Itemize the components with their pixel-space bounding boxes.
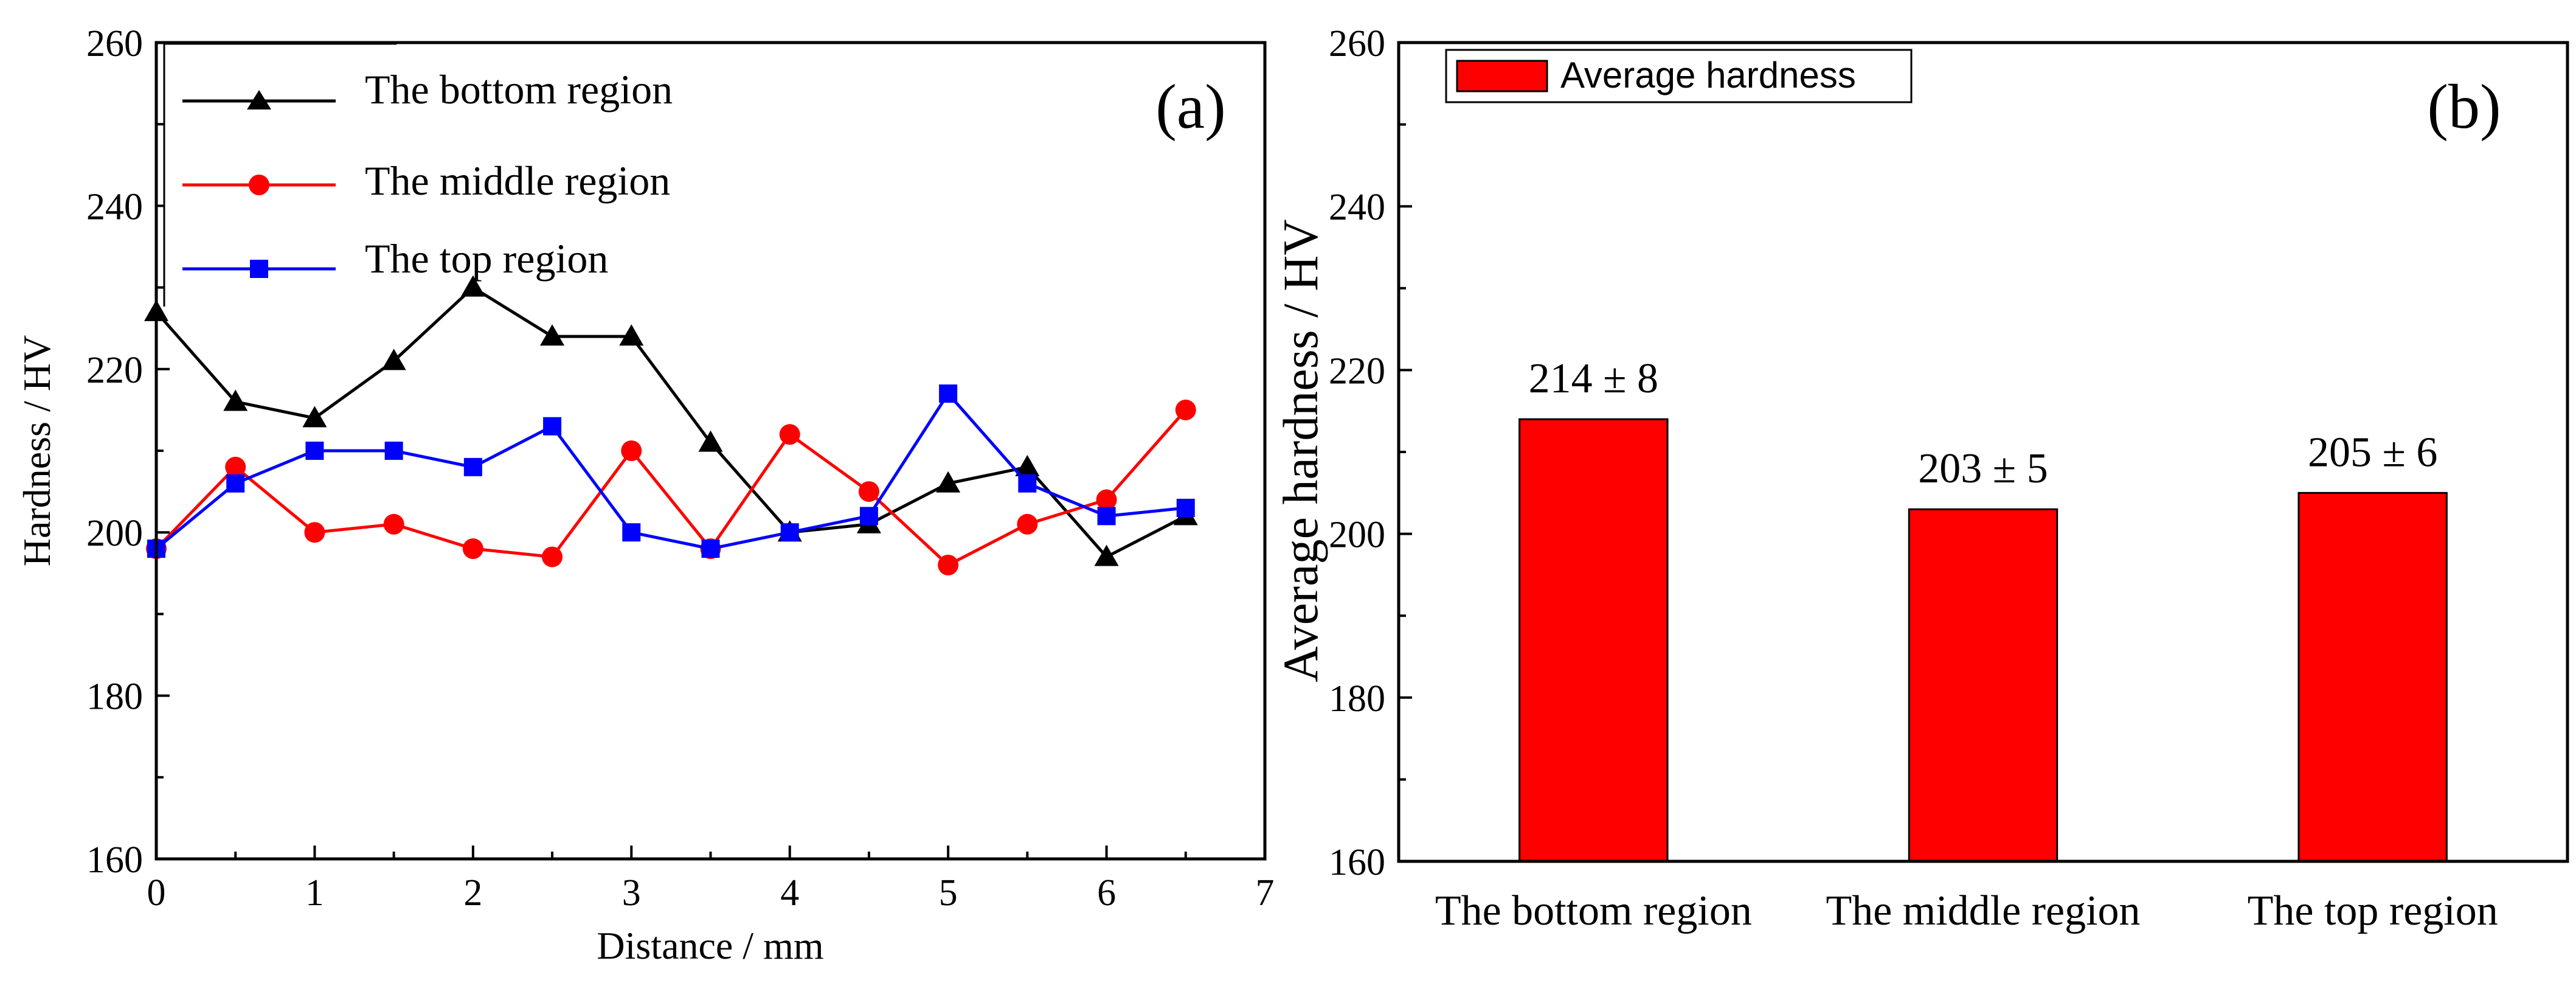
line-chart-y-tick-label: 200 — [86, 513, 143, 554]
bar-data-label-bottom-region: 214 ± 8 — [1529, 355, 1658, 402]
legend-middle-region-swatch-marker — [249, 175, 269, 195]
bar-category-label-bottom-region: The bottom region — [1435, 887, 1752, 934]
line-chart-x-tick-label: 0 — [147, 872, 166, 914]
data-point-middle-region — [225, 456, 246, 478]
line-chart-x-tick-label: 5 — [939, 872, 958, 914]
line-chart-ticks: 0 1 2 3 4 5 6 7 160 180 200 220 240 260 — [86, 23, 1275, 914]
data-point-bottom-region — [698, 430, 723, 452]
legend-bottom-region-swatch-marker — [247, 90, 271, 109]
data-point-top-region — [305, 442, 324, 460]
data-point-middle-region — [462, 538, 483, 560]
data-point-top-region — [1097, 507, 1116, 526]
bar-data-label-middle-region: 203 ± 5 — [1918, 445, 2048, 492]
data-point-top-region — [1018, 474, 1037, 493]
data-point-top-region — [226, 474, 245, 493]
data-point-bottom-region — [1015, 454, 1040, 476]
line-chart-marks — [144, 275, 1198, 575]
bar-chart-y-tick-label: 240 — [1329, 187, 1385, 228]
bar-chart-y-tick-label: 220 — [1329, 350, 1385, 392]
line-chart-y-axis-label: Hardness / HV — [15, 335, 58, 566]
data-point-middle-region — [542, 546, 563, 568]
bar-chart-marks: 214 ± 8 The bottom region 203 ± 5 The middl… — [1435, 355, 2498, 934]
data-point-middle-region — [304, 522, 325, 543]
line-chart-x-tick-label: 3 — [622, 872, 641, 914]
bar-middle-region — [1908, 508, 2058, 863]
line-chart-x-tick-label: 2 — [463, 872, 482, 914]
bar-chart-legend: Average hardness — [1445, 49, 1913, 103]
line-chart-panel-label: (a) — [1155, 72, 1225, 142]
legend-average-hardness-swatch — [1456, 60, 1548, 92]
line-chart-x-tick-label: 1 — [305, 872, 324, 914]
data-point-middle-region — [779, 424, 800, 445]
data-point-middle-region — [1017, 513, 1038, 535]
data-point-bottom-region — [460, 275, 485, 297]
data-point-top-region — [939, 384, 958, 403]
line-chart-y-tick-label: 180 — [86, 676, 143, 718]
bar-chart-panel-b: 214 ± 8 The bottom region 203 ± 5 The middl… — [1273, 23, 2569, 934]
legend-middle-region-label: The middle region — [365, 158, 670, 204]
data-point-bottom-region — [302, 406, 327, 428]
data-point-top-region — [701, 540, 720, 558]
bar-chart-y-tick-label: 160 — [1329, 842, 1385, 883]
data-point-middle-region — [858, 481, 879, 502]
data-point-top-region — [543, 417, 562, 436]
line-chart-y-tick-label: 220 — [86, 350, 143, 391]
legend-top-region-swatch-marker — [250, 260, 268, 278]
data-point-top-region — [463, 457, 482, 476]
bar-chart-y-axis-label: Average hardness / HV — [1273, 219, 1328, 682]
bar-category-label-middle-region: The middle region — [1826, 887, 2140, 934]
bar-bottom-region — [1518, 418, 1669, 863]
data-point-middle-region — [938, 554, 959, 575]
data-point-middle-region — [621, 440, 642, 461]
data-point-middle-region — [383, 513, 404, 535]
data-point-top-region — [780, 523, 799, 542]
data-point-bottom-region — [540, 324, 565, 346]
line-chart-legend-box — [164, 44, 396, 307]
data-point-bottom-region — [381, 349, 406, 370]
data-point-bottom-region — [223, 389, 248, 411]
series-line-middle-region — [155, 409, 1187, 567]
legend-average-hardness-label: Average hardness — [1560, 55, 1856, 96]
line-chart-x-tick-label: 4 — [780, 872, 799, 914]
data-point-bottom-region — [936, 471, 961, 493]
data-point-top-region — [622, 523, 641, 542]
line-chart-legend: The bottom region The middle region The … — [163, 43, 673, 307]
data-point-top-region — [1176, 498, 1195, 517]
bar-chart-panel-label: (b) — [2427, 72, 2501, 142]
line-chart-x-tick-label: 6 — [1097, 872, 1116, 914]
bar-chart-ticks: 160 180 200 220 240 260 — [1329, 23, 1412, 883]
line-chart-x-axis-label: Distance / mm — [597, 924, 823, 967]
bar-category-label-top-region: The top region — [2248, 887, 2498, 934]
line-chart-panel-a: 0 1 2 3 4 5 6 7 160 180 200 220 240 260 Distance / mm… — [15, 23, 1275, 967]
line-chart-y-tick-label: 160 — [86, 839, 143, 881]
legend-bottom-region-label: The bottom region — [365, 66, 673, 113]
legend-top-region-label: The top region — [365, 235, 608, 282]
data-point-middle-region — [1096, 489, 1117, 510]
line-chart-y-tick-label: 260 — [86, 23, 143, 64]
data-point-bottom-region — [619, 324, 644, 346]
bar-chart-y-tick-label: 200 — [1329, 515, 1385, 556]
data-point-top-region — [859, 507, 878, 526]
data-point-middle-region — [1175, 399, 1196, 420]
line-chart-y-tick-label: 240 — [86, 186, 143, 228]
series-line-top-region — [155, 392, 1186, 551]
bar-top-region — [2297, 492, 2448, 863]
line-chart-x-tick-label: 7 — [1256, 872, 1275, 914]
bar-chart-y-tick-label: 180 — [1329, 678, 1385, 720]
data-point-bottom-region — [1094, 544, 1119, 566]
bar-chart-y-tick-label: 260 — [1329, 23, 1385, 64]
bar-data-label-top-region: 205 ± 6 — [2308, 429, 2437, 476]
data-point-top-region — [384, 442, 403, 460]
